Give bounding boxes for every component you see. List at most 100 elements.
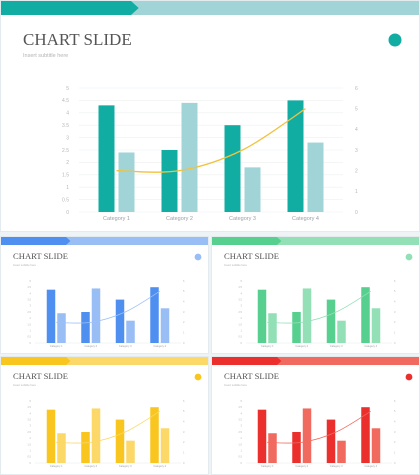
slide-title: CHART SLIDE [23, 30, 132, 49]
ribbon-arrow [1, 1, 139, 15]
y-tick-label: 1.5 [62, 173, 69, 179]
chart-slide-red-svg: CHART SLIDE Insert subtitle here 0 0.5 1 1.5 2… [212, 357, 419, 468]
slide-main: CHART SLIDE Insert subtitle here 0 0.5 1 1.5 2… [0, 0, 420, 232]
category-label: Category 1 [261, 464, 274, 468]
bar-series-1 [115, 419, 125, 463]
bar-series-1 [115, 299, 125, 343]
bar-series-2 [91, 408, 101, 463]
bar-series-1 [287, 100, 304, 212]
bar-series-1 [326, 299, 336, 343]
chart-slide-yellow-svg: CHART SLIDE Insert subtitle here 0 0.5 1 1.5 2… [1, 357, 208, 468]
bar-series-1 [150, 407, 159, 463]
bar-series-1 [224, 125, 241, 212]
accent-dot [194, 373, 202, 381]
y2-tick-label: 1 [183, 451, 185, 455]
bar-series-2 [302, 408, 312, 463]
y-tick-label: 4.5 [238, 405, 242, 409]
category-label: Category 4 [364, 344, 377, 348]
y-tick-label: 3.5 [27, 298, 31, 302]
y-tick-label: 4 [241, 291, 243, 295]
y-tick-label: 1.5 [27, 322, 31, 326]
y-tick-label: 2.5 [62, 148, 69, 154]
line-series [267, 290, 371, 324]
y-tick-label: 1 [30, 449, 32, 453]
category-label: Category 2 [166, 216, 193, 222]
y2-tick-label: 3 [394, 310, 396, 314]
category-label: Category 2 [84, 464, 97, 468]
y2-tick-label: 2 [394, 320, 396, 324]
y-tick-label: 5 [241, 399, 243, 403]
y2-tick-label: 0 [394, 461, 396, 465]
bar-series-2 [244, 167, 261, 212]
y-tick-label: 4 [241, 411, 243, 415]
y-tick-label: 0.5 [27, 455, 31, 459]
bar-series-2 [181, 102, 198, 212]
slide-subtitle: Insert subtitle here [13, 383, 36, 387]
y-tick-label: 5 [30, 279, 32, 283]
y2-tick-label: 6 [355, 86, 358, 92]
ribbon-arrow [1, 357, 71, 365]
y-tick-label: 2.5 [27, 310, 31, 314]
bar-series-2 [268, 313, 277, 343]
bar-series-2 [307, 142, 324, 212]
bar-series-1 [361, 287, 370, 343]
chart-slide-green-svg: CHART SLIDE Insert subtitle here 0 0.5 1 1.5 2… [212, 237, 419, 348]
category-label: Category 1 [103, 216, 130, 222]
y2-tick-label: 6 [394, 279, 396, 283]
bar-series-2 [126, 440, 135, 463]
y2-tick-label: 0 [355, 210, 358, 216]
y-tick-label: 1 [30, 329, 32, 333]
y2-tick-label: 0 [394, 341, 396, 345]
y-tick-label: 5 [66, 86, 69, 92]
bar-series-1 [150, 287, 159, 343]
y-tick-label: 4.5 [27, 405, 31, 409]
y-tick-label: 3.5 [62, 123, 69, 129]
y-tick-label: 0.5 [238, 335, 242, 339]
category-label: Category 3 [330, 344, 343, 348]
slide-subtitle: Insert subtitle here [23, 53, 68, 59]
y-tick-label: 2 [66, 160, 69, 166]
y-tick-label: 5 [241, 279, 243, 283]
y2-tick-label: 5 [183, 289, 185, 293]
y2-tick-label: 3 [394, 430, 396, 434]
category-label: Category 4 [364, 464, 377, 468]
bar-series-2 [126, 320, 135, 343]
y-tick-label: 2.5 [238, 430, 242, 434]
ribbon-band [212, 357, 419, 365]
category-label: Category 3 [229, 216, 256, 222]
y2-tick-label: 2 [355, 168, 358, 174]
accent-dot [194, 253, 202, 261]
bar-series-1 [292, 312, 301, 343]
y-tick-label: 0.5 [238, 455, 242, 459]
category-label: Category 2 [295, 464, 308, 468]
y2-tick-label: 6 [394, 399, 396, 403]
bar-series-1 [326, 419, 336, 463]
y-tick-label: 1.5 [238, 322, 242, 326]
ribbon-arrow [212, 237, 282, 245]
chart-slide-main-svg: CHART SLIDE Insert subtitle here 0 0.5 1 1.5 2… [1, 1, 419, 222]
accent-dot [405, 253, 413, 261]
y-tick-label: 2 [241, 316, 243, 320]
ribbon-arrow [212, 357, 282, 365]
y-tick-label: 1.5 [238, 442, 242, 446]
y-tick-label: 3 [30, 304, 32, 308]
y2-tick-label: 0 [183, 341, 185, 345]
y2-tick-label: 1 [355, 189, 358, 195]
chart-slide-blue-svg: CHART SLIDE Insert subtitle here 0 0.5 1 1.5 2… [1, 237, 208, 348]
bar-series-2 [118, 152, 135, 212]
slide-green: CHART SLIDE Insert subtitle here 0 0.5 1 1.5 2… [211, 236, 420, 354]
ribbon-band [1, 237, 208, 245]
bar-series-2 [337, 440, 346, 463]
category-label: Category 4 [292, 216, 319, 222]
bar-series-2 [371, 428, 381, 463]
ribbon-band [1, 357, 208, 365]
y-tick-label: 2.5 [238, 310, 242, 314]
ribbon-band [212, 237, 419, 245]
y2-tick-label: 5 [355, 106, 358, 112]
bar-series-1 [46, 409, 56, 463]
y-tick-label: 2 [30, 316, 32, 320]
line-series [56, 290, 160, 324]
y-tick-label: 0 [241, 341, 243, 345]
y-tick-label: 3 [30, 424, 32, 428]
y-tick-label: 2.5 [27, 430, 31, 434]
